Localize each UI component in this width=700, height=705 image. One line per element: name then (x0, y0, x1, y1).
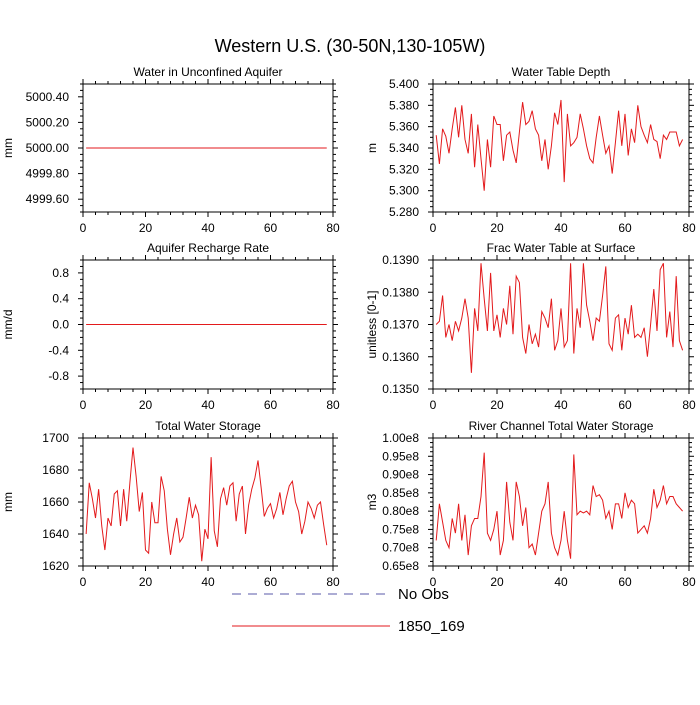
x-tick-label: 20 (490, 398, 504, 412)
y-tick-label: 1680 (42, 463, 69, 477)
legend-label-1850-169: 1850_169 (398, 618, 465, 635)
figure-title: Western U.S. (30-50N,130-105W) (215, 36, 486, 56)
x-tick-label: 0 (80, 221, 87, 235)
x-tick-label: 80 (326, 575, 340, 589)
y-tick-label: 1620 (42, 559, 69, 573)
y-tick-label: 5.300 (389, 184, 419, 198)
x-tick-label: 80 (326, 398, 340, 412)
panel-title: Aquifer Recharge Rate (147, 241, 269, 255)
panel-title: Water in Unconfined Aquifer (134, 65, 283, 79)
x-tick-label: 20 (490, 221, 504, 235)
y-tick-label: 0.85e8 (382, 486, 419, 500)
y-tick-label: 0.95e8 (382, 449, 419, 463)
x-tick-label: 20 (139, 398, 153, 412)
panel-1: Water in Unconfined Aquifer 0 20 40 60 80 4999… (1, 65, 340, 235)
x-tick-label: 80 (682, 221, 696, 235)
panel-2: Water Table Depth 0 20 40 60 80 5.280 5.300 5.32… (365, 65, 696, 235)
series-line-1850-169 (435, 263, 684, 373)
x-tick-label: 0 (430, 221, 437, 235)
y-tick-label: 5000.40 (26, 90, 70, 104)
x-tick-label: 40 (201, 398, 215, 412)
y-tick-label: 0.80e8 (382, 504, 419, 518)
y-tick-label: 0.75e8 (382, 522, 419, 536)
y-tick-label: 0.0 (52, 318, 69, 332)
x-tick-label: 60 (264, 221, 278, 235)
panel-4: Frac Water Table at Surface 0 20 40 60 80 0.13… (365, 241, 696, 412)
x-tick-label: 0 (430, 398, 437, 412)
y-tick-label: 5.320 (389, 162, 419, 176)
x-tick-label: 0 (430, 575, 437, 589)
y-tick-label: 0.1380 (382, 285, 419, 299)
y-tick-label: 0.1350 (382, 382, 419, 396)
y-tick-label: 5.340 (389, 141, 419, 155)
y-tick-label: 0.90e8 (382, 468, 419, 482)
y-tick-label: 1660 (42, 495, 69, 509)
x-tick-label: 60 (618, 575, 632, 589)
y-tick-label: -0.8 (48, 369, 69, 383)
series-line-1850-169 (435, 99, 684, 191)
x-tick-label: 40 (554, 575, 568, 589)
y-tick-label: 4999.60 (26, 192, 70, 206)
y-tick-label: 0.1360 (382, 350, 419, 364)
panel-3: Aquifer Recharge Rate 0 20 40 60 80 -0.8 -0.4 0.… (1, 241, 340, 412)
y-tick-label: 1700 (42, 431, 69, 445)
x-tick-label: 60 (618, 398, 632, 412)
plot-frame (432, 437, 690, 567)
panel-6: River Channel Total Water Storage 0 20 40 60… (365, 419, 696, 589)
x-tick-label: 20 (490, 575, 504, 589)
x-tick-label: 0 (80, 398, 87, 412)
y-tick-label: 1640 (42, 527, 69, 541)
y-axis-label: m (365, 143, 379, 153)
y-tick-label: 0.1370 (382, 318, 419, 332)
x-tick-label: 60 (264, 398, 278, 412)
legend-label-no-obs: No Obs (398, 586, 449, 603)
panel-title: Frac Water Table at Surface (487, 241, 636, 255)
y-tick-label: 5.360 (389, 120, 419, 134)
y-tick-label: -0.4 (48, 343, 69, 357)
y-axis-label: mm/d (1, 310, 15, 340)
x-tick-label: 0 (80, 575, 87, 589)
y-axis-label: mm (1, 138, 15, 158)
x-tick-label: 20 (139, 221, 153, 235)
panel-title: Total Water Storage (155, 419, 261, 433)
y-tick-label: 1.00e8 (382, 431, 419, 445)
x-tick-label: 60 (264, 575, 278, 589)
panel-5: Total Water Storage 0 20 40 60 80 1620 1640 1660… (1, 419, 340, 589)
x-tick-label: 40 (201, 575, 215, 589)
x-tick-label: 20 (139, 575, 153, 589)
y-axis-label: m3 (365, 493, 379, 510)
legend: No Obs 1850_169 (232, 586, 465, 635)
x-tick-label: 60 (618, 221, 632, 235)
y-tick-label: 5.400 (389, 77, 419, 91)
y-tick-label: 5.380 (389, 98, 419, 112)
y-tick-label: 0.4 (52, 292, 69, 306)
x-tick-label: 80 (682, 398, 696, 412)
x-tick-label: 40 (201, 221, 215, 235)
x-tick-label: 80 (682, 575, 696, 589)
y-tick-label: 5.280 (389, 205, 419, 219)
y-axis-label: unitless [0-1] (365, 290, 379, 358)
y-axis-label: mm (1, 492, 15, 512)
y-tick-label: 5000.20 (26, 115, 70, 129)
y-tick-label: 0.65e8 (382, 559, 419, 573)
series-line-1850-169 (435, 452, 683, 559)
y-tick-label: 0.8 (52, 266, 69, 280)
x-tick-label: 80 (326, 221, 340, 235)
y-tick-label: 5000.00 (26, 141, 70, 155)
x-tick-label: 40 (554, 221, 568, 235)
y-tick-label: 0.70e8 (382, 541, 419, 555)
panel-title: Water Table Depth (512, 65, 611, 79)
panel-title: River Channel Total Water Storage (469, 419, 654, 433)
y-tick-label: 0.1390 (382, 253, 419, 267)
y-tick-label: 4999.80 (26, 167, 70, 181)
panels: Water in Unconfined Aquifer 0 20 40 60 80 4999… (1, 65, 696, 589)
series-line-1850-169 (85, 447, 328, 562)
x-tick-label: 40 (554, 398, 568, 412)
